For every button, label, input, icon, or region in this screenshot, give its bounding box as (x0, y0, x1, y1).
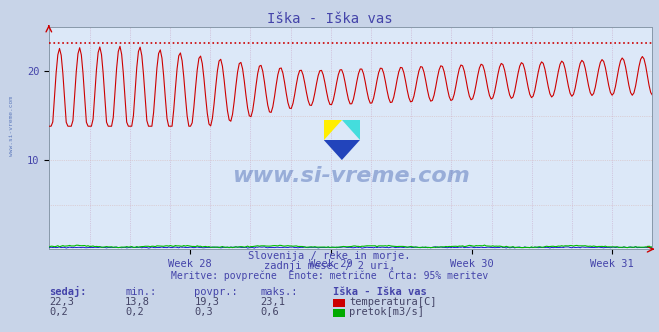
Text: www.si-vreme.com: www.si-vreme.com (232, 166, 470, 186)
Text: 13,8: 13,8 (125, 297, 150, 307)
Text: temperatura[C]: temperatura[C] (349, 297, 437, 307)
Text: 0,6: 0,6 (260, 307, 279, 317)
Text: povpr.:: povpr.: (194, 288, 238, 297)
Text: Iška - Iška vas: Iška - Iška vas (267, 12, 392, 26)
Text: 22,3: 22,3 (49, 297, 74, 307)
Text: 0,2: 0,2 (125, 307, 144, 317)
Text: zadnji mesec / 2 uri.: zadnji mesec / 2 uri. (264, 261, 395, 271)
Text: pretok[m3/s]: pretok[m3/s] (349, 307, 424, 317)
Text: Slovenija / reke in morje.: Slovenija / reke in morje. (248, 251, 411, 261)
Text: 0,2: 0,2 (49, 307, 68, 317)
Text: min.:: min.: (125, 288, 156, 297)
Text: 0,3: 0,3 (194, 307, 213, 317)
Text: 23,1: 23,1 (260, 297, 285, 307)
Text: Meritve: povprečne  Enote: metrične  Črta: 95% meritev: Meritve: povprečne Enote: metrične Črta:… (171, 269, 488, 281)
Text: Iška - Iška vas: Iška - Iška vas (333, 288, 426, 297)
Text: www.si-vreme.com: www.si-vreme.com (9, 96, 14, 156)
Text: sedaj:: sedaj: (49, 287, 87, 297)
Text: maks.:: maks.: (260, 288, 298, 297)
Text: 19,3: 19,3 (194, 297, 219, 307)
